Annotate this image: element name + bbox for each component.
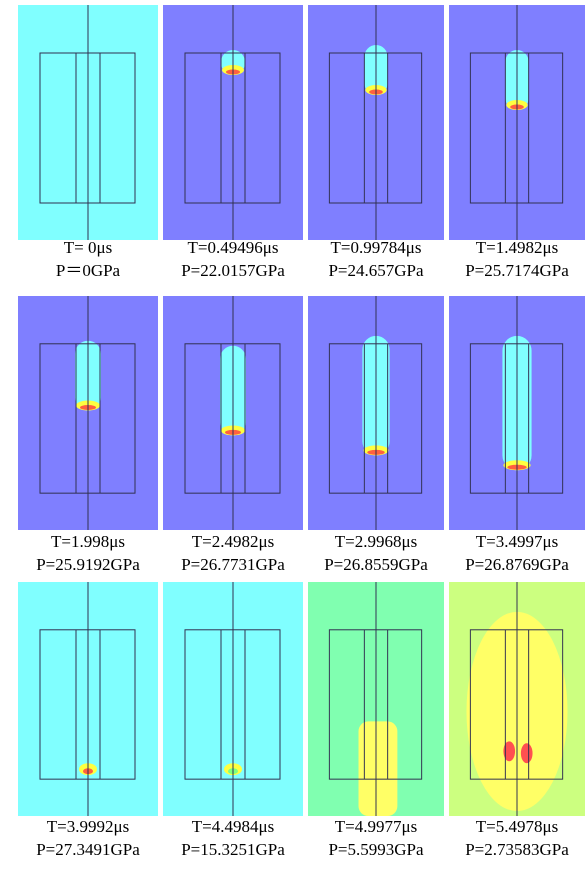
red-spot — [520, 743, 533, 764]
time-label: T=0.49496μs — [188, 238, 279, 257]
panel — [449, 296, 585, 530]
pressure-label: P=27.3491GPa — [36, 840, 140, 859]
panel — [18, 296, 158, 530]
panel — [449, 582, 585, 816]
panel — [18, 582, 158, 816]
pressure-label: P=2.73583GPa — [465, 840, 569, 859]
panel — [308, 296, 444, 530]
pressure-label: P=22.0157GPa — [181, 261, 285, 280]
time-label: T=5.4978μs — [476, 817, 558, 836]
time-label: T= 0μs — [64, 238, 112, 257]
time-label: T=1.998μs — [51, 532, 125, 551]
pressure-label: P=26.7731GPa — [181, 555, 285, 574]
pressure-label: P=24.657GPa — [328, 261, 424, 280]
red-spot — [503, 741, 516, 762]
time-label: T=3.4997μs — [476, 532, 558, 551]
time-label: T=4.9977μs — [335, 817, 417, 836]
panel — [308, 5, 444, 240]
panel — [449, 5, 585, 240]
panel — [18, 5, 158, 240]
pressure-label: P=15.3251GPa — [181, 840, 285, 859]
time-label: T=4.4984μs — [192, 817, 274, 836]
pressure-label: P＝0GPa — [56, 261, 121, 280]
panel — [308, 582, 444, 816]
time-label: T=2.4982μs — [192, 532, 274, 551]
pressure-label: P=25.7174GPa — [465, 261, 569, 280]
time-label: T=1.4982μs — [476, 238, 558, 257]
panel — [163, 296, 303, 530]
pressure-label: P=26.8559GPa — [324, 555, 428, 574]
time-label: T=3.9992μs — [47, 817, 129, 836]
panel — [163, 582, 303, 816]
pressure-label: P=25.9192GPa — [36, 555, 140, 574]
pressure-label: P=26.8769GPa — [465, 555, 569, 574]
panel — [163, 5, 303, 240]
time-label: T=0.99784μs — [331, 238, 422, 257]
pressure-label: P=5.5993GPa — [328, 840, 424, 859]
time-label: T=2.9968μs — [335, 532, 417, 551]
